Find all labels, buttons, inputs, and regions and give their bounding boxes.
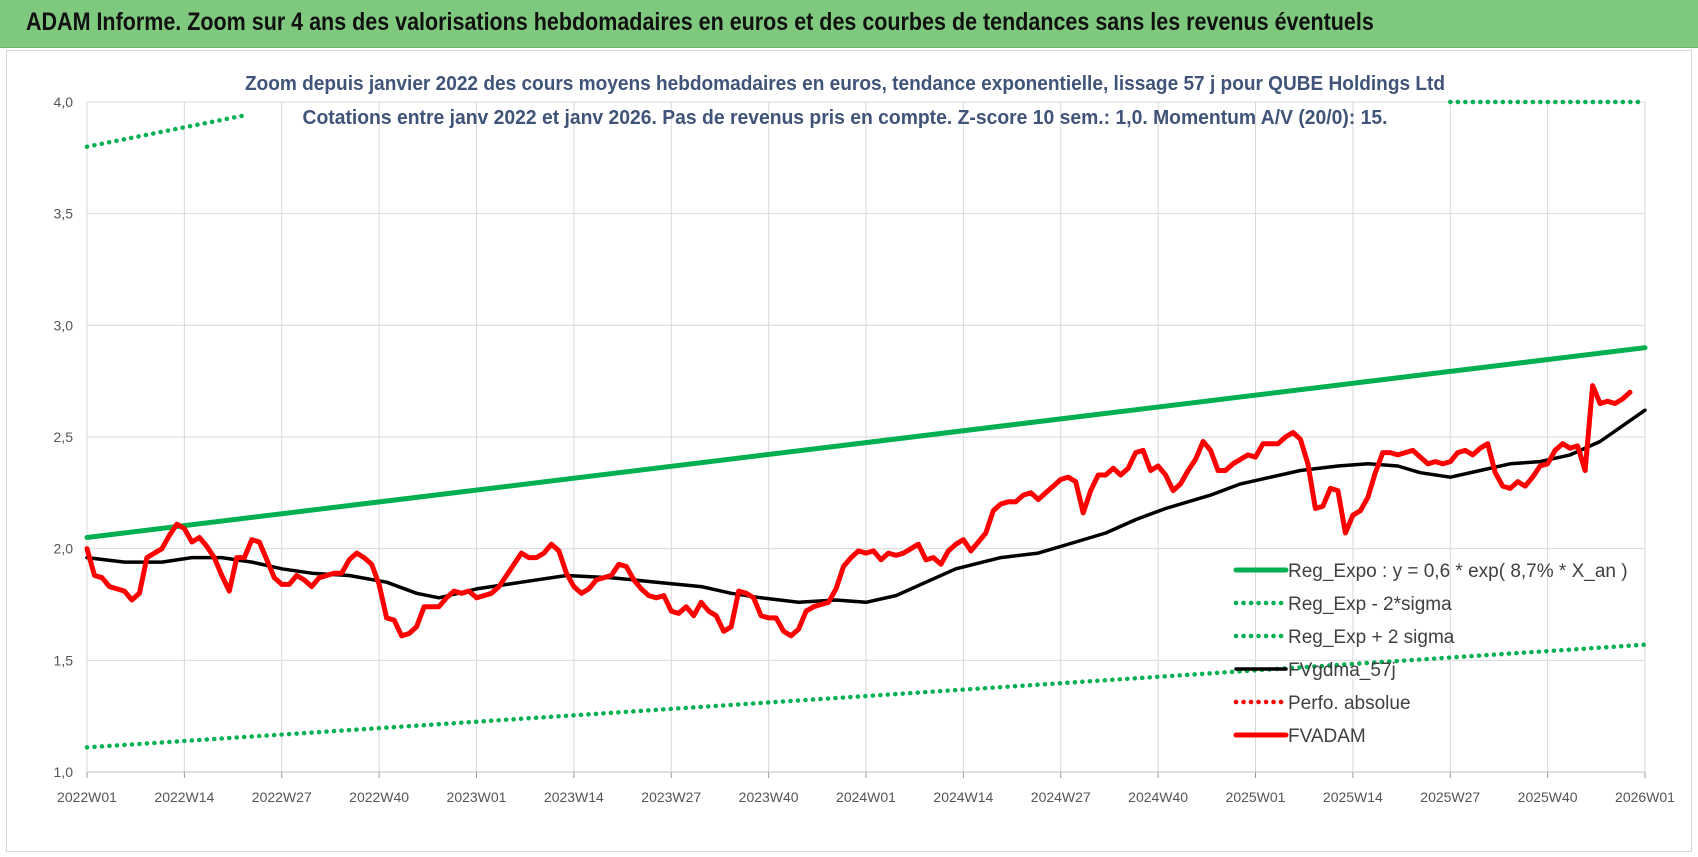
legend-minus-2sigma: Reg_Exp - 2*sigma: [1233, 594, 1452, 615]
legend-reg-expo-label: Reg_Expo : y = 0,6 * exp( 8,7% * X_an ): [1288, 561, 1628, 582]
chart-frame: [6, 50, 1692, 852]
x-tick-label: 2024W01: [836, 789, 896, 805]
x-tick-label: 2026W01: [1615, 789, 1675, 805]
y-tick-label: 4,0: [54, 94, 74, 110]
x-tick-label: 2022W14: [154, 789, 214, 805]
grid-lines: [86, 101, 1646, 773]
series-0-line: [84, 345, 1648, 540]
x-tick-label: 2024W27: [1031, 789, 1091, 805]
x-tick-label: 2025W01: [1226, 789, 1286, 805]
legend-perfo-absolue: Perfo. absolue: [1233, 693, 1411, 714]
legend-minus-2sigma-label: Reg_Exp - 2*sigma: [1288, 594, 1452, 615]
x-tick-label: 2022W40: [349, 789, 409, 805]
y-tick-label: 1,0: [54, 764, 74, 780]
chart-subtitle: Zoom depuis janvier 2022 des cours moyen…: [245, 73, 1445, 129]
x-tick-label: 2024W14: [933, 789, 993, 805]
legend-reg-expo: Reg_Expo : y = 0,6 * exp( 8,7% * X_an ): [1233, 561, 1628, 582]
report-banner: ADAM Informe. Zoom sur 4 ans des valoris…: [0, 0, 1698, 48]
y-tick-label: 1,5: [54, 652, 74, 668]
legend-plus-2sigma-label: Reg_Exp + 2 sigma: [1288, 627, 1455, 648]
legend-fvgdma: FVgdma_57j: [1234, 660, 1396, 681]
legend-perfo-absolue-label: Perfo. absolue: [1288, 693, 1411, 714]
axes: 1,0 1,5 2,0 2,5 3,0 3,5 4,0 2022W01 2022W14 2022W…: [54, 94, 1676, 805]
y-tick-label: 2,5: [54, 429, 74, 445]
report-title: ADAM Informe. Zoom sur 4 ans des valoris…: [26, 8, 1374, 36]
series-lines: [84, 99, 1648, 750]
series-1-line: [84, 642, 1648, 750]
x-tick-label: 2022W01: [57, 789, 117, 805]
legend-fvgdma-label: FVgdma_57j: [1288, 660, 1396, 681]
x-tick-label: 2023W01: [447, 789, 507, 805]
legend-fvadam: FVADAM: [1233, 726, 1366, 747]
x-tick-label: 2023W14: [544, 789, 604, 805]
x-tick-label: 2025W14: [1323, 789, 1383, 805]
y-tick-label: 3,5: [54, 206, 74, 222]
legend-plus-2sigma: Reg_Exp + 2 sigma: [1233, 627, 1455, 648]
x-tick-label: 2023W27: [641, 789, 701, 805]
x-tick-label: 2024W40: [1128, 789, 1188, 805]
series-2-line: [84, 113, 247, 149]
x-tick-label: 2023W40: [739, 789, 799, 805]
x-tick-label: 2025W27: [1420, 789, 1480, 805]
x-tick-label: 2022W27: [252, 789, 312, 805]
y-tick-label: 3,0: [54, 317, 74, 333]
legend-fvadam-label: FVADAM: [1288, 726, 1366, 747]
subtitle-line-2: Cotations entre janv 2022 et janv 2026. …: [303, 107, 1388, 129]
series-5-line: [84, 383, 1633, 639]
y-tick-label: 2,0: [54, 541, 74, 557]
subtitle-line-1: Zoom depuis janvier 2022 des cours moyen…: [245, 73, 1445, 95]
x-tick-label: 2025W40: [1518, 789, 1578, 805]
legend: Reg_Expo : y = 0,6 * exp( 8,7% * X_an ) R…: [1233, 561, 1628, 747]
